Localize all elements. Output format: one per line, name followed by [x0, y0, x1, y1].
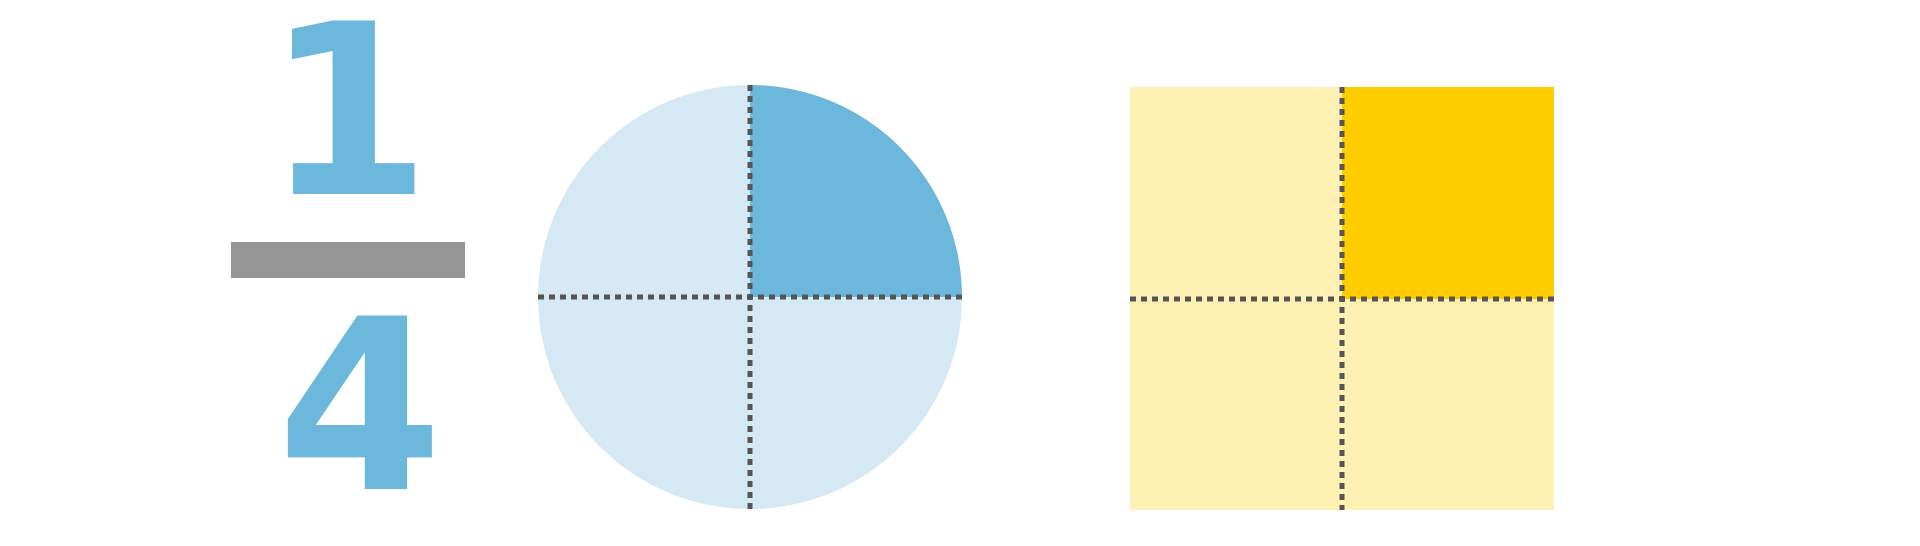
- fraction-bar: [231, 242, 465, 278]
- circle-diagram: [538, 85, 962, 509]
- fraction-one-quarter: 1 4: [0, 0, 520, 534]
- square-diagram: [1130, 87, 1554, 510]
- fraction-numerator: 1: [265, 0, 431, 251]
- square-shaded-quarter: [1342, 87, 1554, 299]
- fraction-denominator: 4: [277, 269, 443, 546]
- circle-shaded-quarter: [750, 85, 962, 297]
